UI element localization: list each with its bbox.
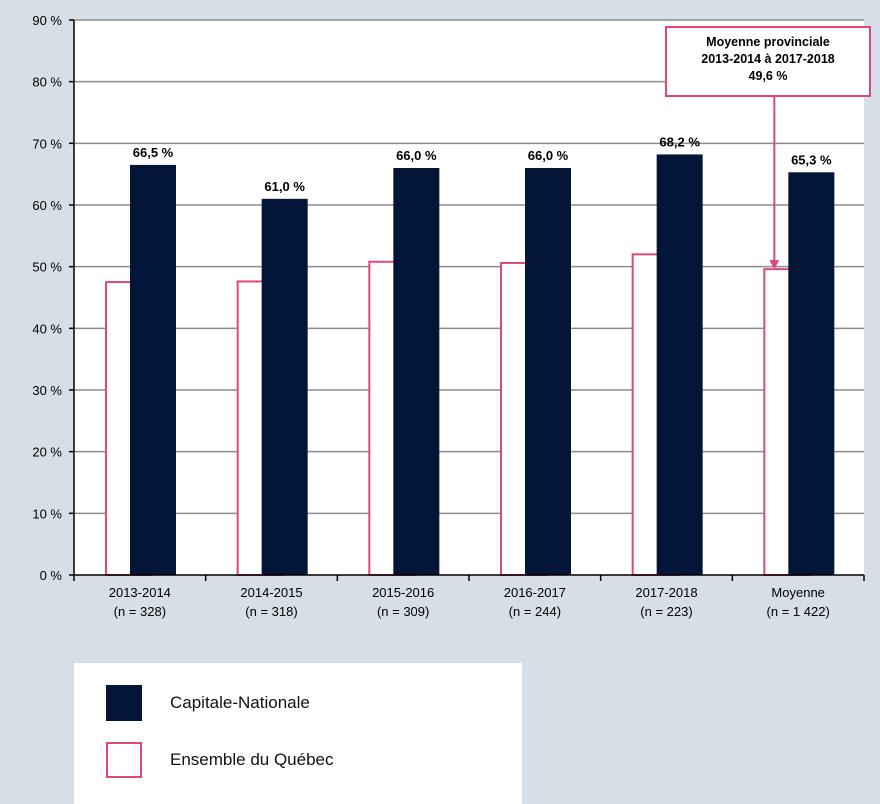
- x-tick-label: 2013-2014: [109, 585, 171, 600]
- data-label-capitale-nationale: 61,0 %: [264, 179, 305, 194]
- callout-text: Moyenne provinciale: [706, 35, 830, 49]
- y-tick-label: 30 %: [32, 383, 62, 398]
- bar-capitale-nationale: [525, 168, 571, 575]
- data-label-capitale-nationale: 66,5 %: [133, 145, 174, 160]
- bar-capitale-nationale: [788, 172, 835, 576]
- plot-area: [74, 20, 864, 575]
- x-tick-sample-size: (n = 309): [377, 604, 429, 619]
- x-tick-sample-size: (n = 318): [245, 604, 297, 619]
- y-tick-label: 20 %: [32, 445, 62, 460]
- data-label-capitale-nationale: 66,0 %: [396, 148, 437, 163]
- legend-swatch-capitale-nationale: [106, 685, 142, 721]
- data-label-capitale-nationale: 65,3 %: [791, 152, 832, 167]
- annotation-callout: Moyenne provinciale 2013-2014 à 2017-2018…: [665, 26, 871, 270]
- x-tick-label: 2017-2018: [635, 585, 697, 600]
- bar-capitale-nationale: [261, 198, 308, 576]
- legend-label: Capitale-Nationale: [170, 693, 310, 712]
- y-tick-label: 0 %: [40, 568, 63, 583]
- x-tick-label: Moyenne: [771, 585, 824, 600]
- legend-item-ensemble-du-quebec: Ensemble du Québec: [106, 742, 334, 778]
- bar-capitale-nationale: [393, 168, 440, 575]
- axes: 0 % 10 % 20 % 30 % 40 % 50 % 60 % 70 % 80 % 90 % 2…: [32, 13, 865, 619]
- y-tick-label: 80 %: [32, 75, 62, 90]
- data-labels: 66,5 % 61,0 % 66,0 % 66,0 % 68,2 % 65,3 %: [133, 134, 832, 193]
- legend-swatch-ensemble-du-quebec: [106, 742, 142, 778]
- x-tick-label: 2015-2016: [372, 585, 434, 600]
- data-label-capitale-nationale: 68,2 %: [659, 134, 700, 149]
- x-tick-sample-size: (n = 223): [640, 604, 692, 619]
- bar-capitale-nationale: [656, 154, 703, 575]
- x-tick-label: 2014-2015: [240, 585, 302, 600]
- bar-capitale-nationale: [130, 164, 176, 575]
- legend: Capitale-Nationale Ensemble du Québec: [74, 663, 522, 804]
- legend-label: Ensemble du Québec: [170, 750, 334, 769]
- legend-item-capitale-nationale: Capitale-Nationale: [106, 685, 310, 721]
- x-tick-sample-size: (n = 328): [114, 604, 166, 619]
- callout-arrow-head: [769, 260, 780, 270]
- x-tick-sample-size: (n = 1 422): [767, 604, 830, 619]
- y-tick-label: 90 %: [32, 13, 62, 28]
- y-tick-label: 60 %: [32, 198, 62, 213]
- gridlines: [74, 19, 864, 515]
- y-tick-label: 40 %: [32, 321, 62, 336]
- y-tick-label: 70 %: [32, 136, 62, 151]
- x-tick-label: 2016-2017: [504, 585, 566, 600]
- callout-box: [665, 26, 871, 97]
- callout-text: 2013-2014 à 2017-2018: [701, 52, 835, 66]
- callout-text: 49,6 %: [749, 69, 788, 83]
- y-tick-label: 50 %: [32, 260, 62, 275]
- y-tick-label: 10 %: [32, 506, 62, 521]
- data-label-capitale-nationale: 66,0 %: [528, 148, 569, 163]
- x-tick-sample-size: (n = 244): [509, 604, 561, 619]
- bars: [105, 154, 835, 576]
